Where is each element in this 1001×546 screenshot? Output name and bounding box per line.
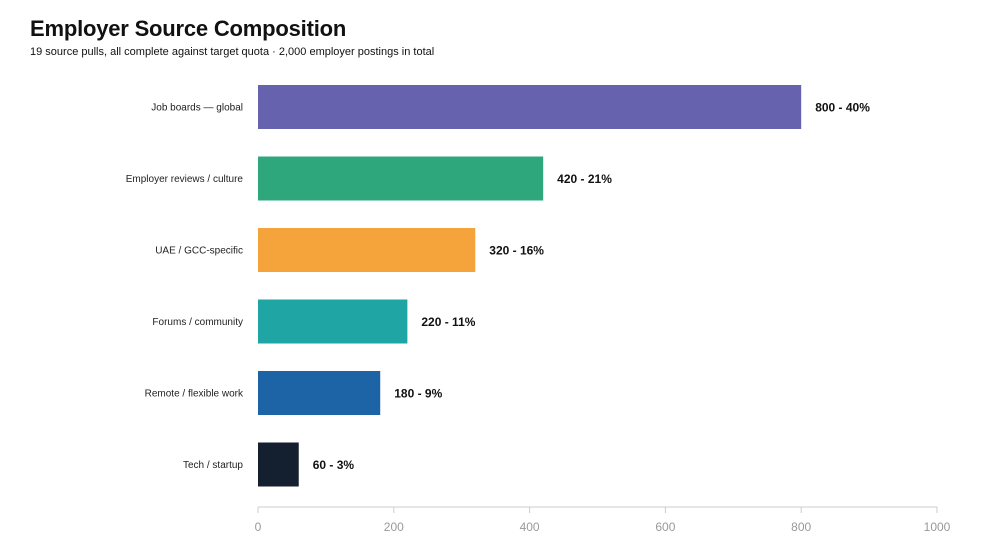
bar xyxy=(258,156,544,201)
x-tick-label: 600 xyxy=(655,520,675,534)
data-label: 800 - 40% xyxy=(815,101,870,115)
data-label: 180 - 9% xyxy=(394,387,442,401)
x-tick-label: 800 xyxy=(791,520,811,534)
category-label: Tech / startup xyxy=(183,460,243,471)
bar xyxy=(258,85,802,129)
chart-title: Employer Source Composition xyxy=(30,16,347,41)
x-axis: 0 200 400 600 800 1000 xyxy=(255,506,951,534)
category-label: Job boards — global xyxy=(151,103,243,114)
x-tick-label: 0 xyxy=(255,520,262,534)
data-label: 320 - 16% xyxy=(489,244,544,258)
category-label: Forums / community xyxy=(152,317,243,328)
bar xyxy=(258,299,408,344)
category-label: UAE / GCC-specific xyxy=(155,246,243,257)
bars-layer: Job boards — global 800 - 40% Employer rev… xyxy=(126,85,870,487)
x-tick-label: 200 xyxy=(384,520,404,534)
bar xyxy=(258,371,381,415)
category-label: Employer reviews / culture xyxy=(126,174,244,185)
x-tick-label: 1000 xyxy=(924,520,951,534)
data-label: 60 - 3% xyxy=(313,458,355,472)
data-label: 220 - 11% xyxy=(421,315,475,329)
chart-subtitle: 19 source pulls, all complete against ta… xyxy=(30,46,435,58)
category-label: Remote / flexible work xyxy=(145,389,244,400)
data-label: 420 - 21% xyxy=(557,172,612,186)
x-tick-label: 400 xyxy=(520,520,540,534)
bar xyxy=(258,228,476,272)
bar xyxy=(258,442,299,487)
